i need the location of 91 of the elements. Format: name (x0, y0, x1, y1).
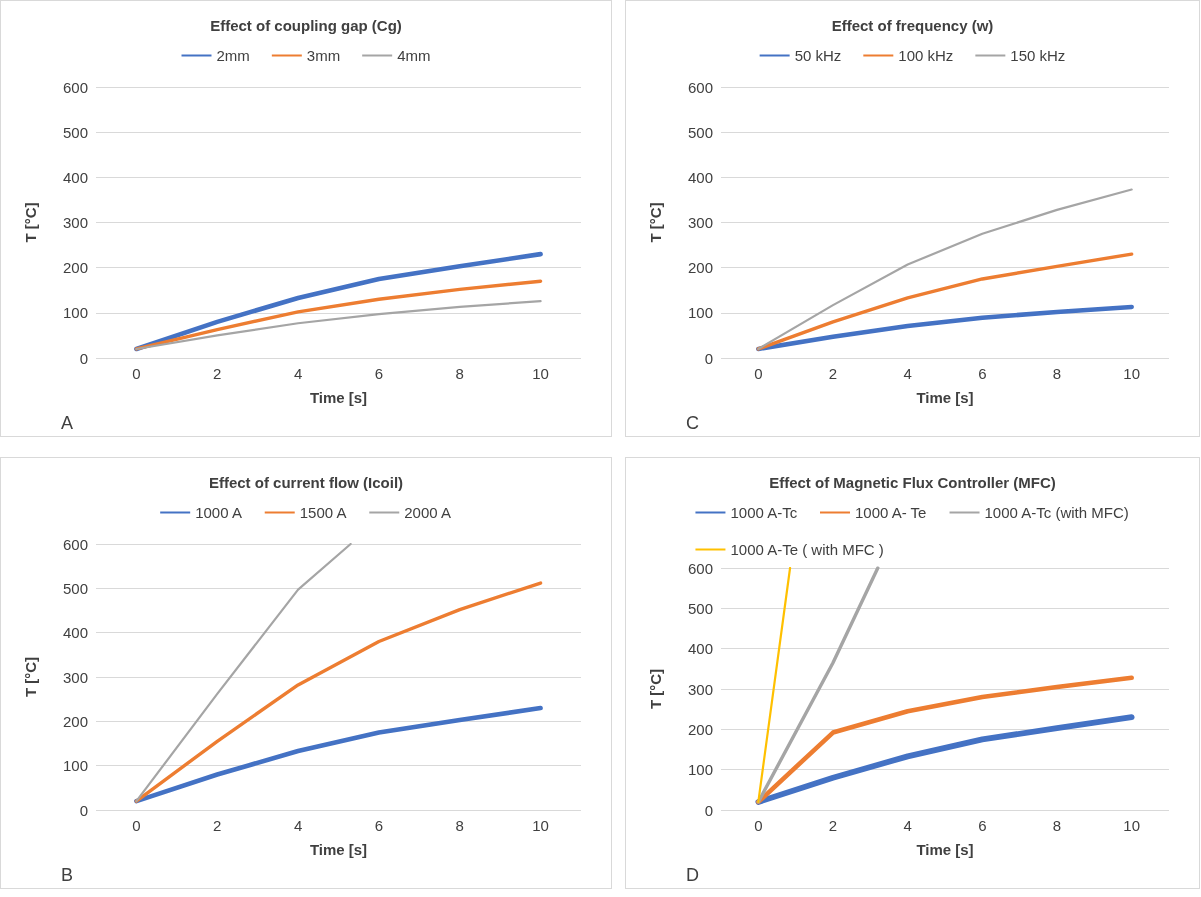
line-series (134, 705, 543, 804)
y-tick-label: 200 (687, 720, 713, 738)
y-tick-label: 200 (62, 259, 88, 277)
y-axis-title: T [°C] (22, 656, 39, 698)
y-tick-label: 400 (62, 168, 88, 186)
y-tick-label: 500 (62, 579, 88, 597)
x-axis-title: Time [s] (916, 841, 974, 858)
y-tick-label: 500 (62, 123, 88, 141)
x-axis-title: Time [s] (916, 389, 974, 406)
y-tick-label: 500 (687, 123, 713, 141)
y-tick-label: 100 (62, 757, 88, 775)
x-tick-label: 2 (828, 817, 838, 834)
chart-title: Effect of Magnetic Flux Controller (MFC) (769, 474, 1056, 491)
x-tick-label: 8 (1052, 817, 1062, 834)
legend-label: 150 kHz (1010, 47, 1066, 64)
legend-label: 1000 A-Tc (730, 504, 798, 521)
legend-label: 4mm (397, 47, 431, 64)
x-tick-label: 0 (754, 365, 763, 382)
x-tick-label: 8 (455, 365, 464, 382)
y-tick-label: 300 (687, 214, 713, 231)
x-tick-label: 0 (132, 817, 141, 834)
y-tick-label: 600 (687, 559, 713, 577)
chart-title: Effect of current flow (Icoil) (208, 474, 404, 491)
legend-label: 3mm (306, 47, 341, 64)
line-series (134, 279, 543, 351)
x-tick-label: 2 (828, 365, 838, 382)
x-tick-label: 10 (1123, 365, 1141, 382)
x-axis-title: Time [s] (309, 841, 368, 858)
y-tick-label: 0 (704, 349, 713, 367)
y-axis-title: T [°C] (647, 668, 664, 710)
y-tick-label: 400 (687, 168, 713, 186)
x-tick-label: 2 (213, 365, 222, 382)
line-series (134, 581, 543, 803)
x-tick-label: 2 (213, 817, 222, 834)
x-tick-label: 6 (978, 365, 987, 382)
x-tick-label: 6 (978, 817, 987, 834)
y-tick-label: 400 (62, 624, 88, 642)
legend-label: 1500 A (299, 504, 347, 521)
y-tick-label: 300 (62, 668, 88, 686)
x-tick-label: 8 (1052, 365, 1062, 382)
y-tick-label: 400 (687, 640, 713, 658)
x-tick-label: 4 (903, 365, 912, 382)
y-tick-label: 100 (687, 761, 713, 779)
line-series (756, 675, 1134, 805)
legend-label: 50 kHz (794, 47, 842, 64)
text: C (686, 413, 699, 433)
y-tick-label: 200 (62, 712, 88, 730)
x-tick-label: 10 (1123, 817, 1141, 834)
text: B (61, 865, 74, 885)
legend-label: 1000 A- Te (854, 504, 927, 521)
line-series (756, 252, 1134, 351)
text: D (686, 865, 699, 885)
y-tick-label: 600 (62, 78, 88, 96)
x-tick-label: 4 (293, 365, 303, 382)
x-tick-label: 0 (754, 817, 763, 834)
legend-label: 1000 A-Te ( with MFC ) (730, 541, 884, 558)
y-tick-label: 0 (704, 801, 713, 819)
x-tick-label: 4 (293, 817, 303, 834)
legend-label: 2000 A (404, 504, 451, 521)
legend-label: 2mm (216, 47, 250, 64)
y-axis-title: T [°C] (647, 202, 664, 243)
legend-label: 100 kHz (898, 47, 954, 64)
chart-title: Effect of coupling gap (Cg) (210, 17, 402, 34)
line-series (134, 251, 543, 352)
line-series (135, 542, 352, 803)
y-tick-label: 500 (687, 599, 713, 617)
y-axis-title: T [°C] (22, 202, 39, 243)
y-tick-label: 100 (687, 304, 713, 322)
x-tick-label: 4 (903, 817, 912, 834)
x-tick-label: 0 (132, 365, 141, 382)
y-tick-label: 600 (62, 535, 88, 553)
x-tick-label: 8 (455, 817, 464, 834)
y-tick-label: 0 (79, 349, 88, 367)
y-tick-label: 100 (62, 304, 88, 322)
line-series (757, 188, 1133, 351)
y-tick-label: 0 (79, 801, 88, 819)
y-tick-label: 200 (687, 259, 713, 277)
y-tick-label: 300 (62, 214, 88, 231)
x-tick-label: 10 (532, 817, 549, 834)
x-tick-label: 6 (374, 817, 384, 834)
legend-label: 1000 A-Tc (with MFC) (984, 504, 1129, 521)
y-tick-label: 300 (687, 680, 713, 698)
y-tick-label: 600 (687, 78, 713, 96)
x-tick-label: 10 (532, 365, 549, 382)
line-series (756, 304, 1134, 352)
line-series (135, 299, 542, 351)
chart-title: Effect of frequency (w) (831, 17, 994, 34)
legend-label: 1000 A (195, 504, 242, 521)
text: A (61, 413, 74, 433)
x-tick-label: 6 (374, 365, 384, 382)
x-axis-title: Time [s] (309, 389, 368, 406)
